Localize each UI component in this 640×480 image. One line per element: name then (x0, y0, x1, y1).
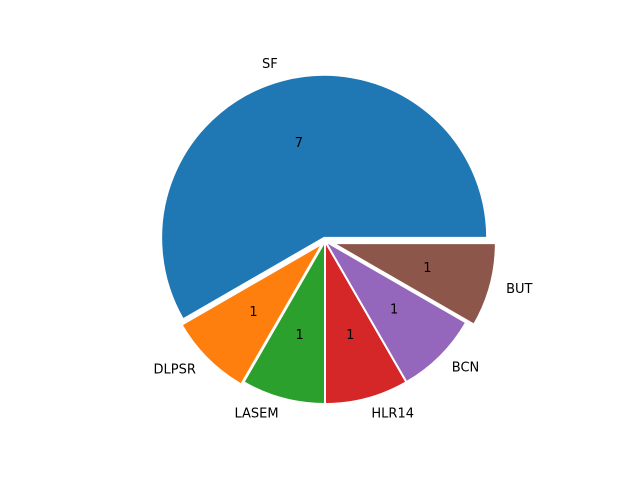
slice-label-lasem: LASEM (234, 407, 278, 422)
value-label-but: 1 (423, 261, 431, 276)
value-label-sf: 7 (295, 136, 303, 151)
value-label-lasem: 1 (296, 328, 304, 343)
slice-label-hlr14: HLR14 (371, 407, 414, 422)
pie-slice-hlr14 (324, 240, 408, 405)
value-label-bcn: 1 (390, 303, 398, 318)
pie-labels: SF 7 DLPSR 1 LASEM 1 HLR14 1 BCN 1 BUT 1 (154, 57, 533, 422)
pie-slice-sf (160, 73, 489, 321)
pie-slice-but (331, 242, 497, 326)
pie-slice-dlpsr (180, 242, 324, 386)
value-label-dlpsr: 1 (249, 305, 257, 320)
pie-slice-bcn (324, 240, 468, 384)
slice-label-dlpsr: DLPSR (154, 363, 196, 378)
pie-slice-lasem (242, 240, 326, 405)
pie-slices (160, 73, 497, 405)
slice-label-but: BUT (506, 282, 532, 297)
slice-label-bcn: BCN (452, 360, 480, 375)
value-label-hlr14: 1 (346, 328, 354, 343)
slice-label-sf: SF (262, 57, 278, 72)
